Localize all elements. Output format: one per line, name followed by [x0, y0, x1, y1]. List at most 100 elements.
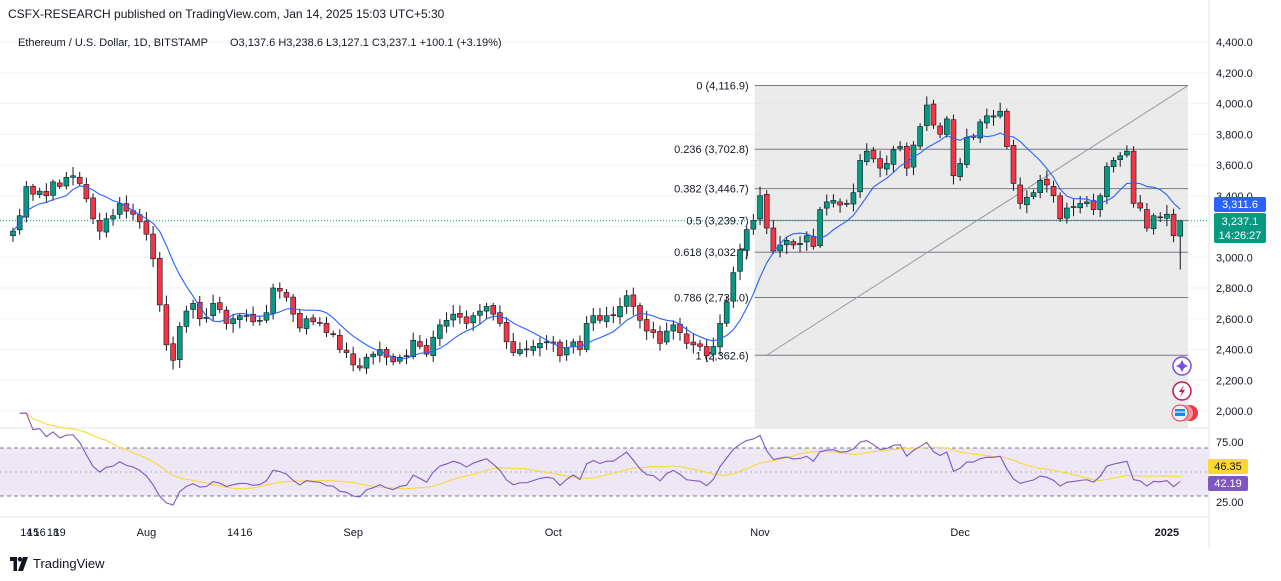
publisher-line: CSFX-RESEARCH published on TradingView.c… — [8, 7, 445, 21]
candle-body — [490, 305, 497, 315]
candle-body — [370, 353, 376, 358]
fib-level-label: 1 (2,362.6) — [696, 350, 749, 362]
time-tick-label: Aug — [137, 527, 157, 539]
price-badge-value: 3,237.1 — [1222, 216, 1259, 228]
candle-body — [497, 312, 503, 324]
time-tick-label: 18 — [47, 527, 59, 539]
candle-body — [997, 110, 1003, 117]
candle-body — [737, 249, 743, 272]
candle-body — [663, 330, 670, 343]
candle-body — [297, 312, 303, 329]
time-tick-label: Dec — [950, 527, 970, 539]
time-axis[interactable]: 15 Aug 19 Sep 16 Oct 14 Nov 18 Dec 16 2025 14 — [0, 516, 1209, 539]
candle-body — [236, 315, 243, 320]
candle-body — [390, 356, 396, 363]
candle-body — [1004, 110, 1010, 147]
fib-level-label: 0 (4,116.9) — [696, 81, 748, 93]
footer-brand[interactable]: TradingView — [33, 556, 105, 571]
candle-body — [397, 356, 403, 362]
candle-body — [163, 304, 170, 346]
candle-body — [817, 209, 823, 246]
candle-body — [1084, 201, 1090, 204]
candle-body — [757, 195, 763, 220]
candle-body — [470, 315, 477, 324]
fib-level-label: 0.236 (3,702.8) — [674, 144, 749, 156]
candle-body — [1070, 206, 1077, 208]
candle-body — [110, 215, 116, 220]
candle-body — [1144, 209, 1150, 229]
candle-body — [1170, 213, 1177, 237]
rsi-badge-value: 42.19 — [1214, 478, 1242, 490]
candle-body — [290, 296, 296, 315]
candle-body — [823, 201, 830, 209]
ma-badge-value: 3,311.6 — [1222, 199, 1258, 211]
candle-body — [250, 313, 256, 323]
candle-body — [650, 329, 657, 333]
price-pane[interactable]: 0 (4,116.9) 0.236 (3,702.8) 0.382 (3,446.7… — [0, 37, 1209, 429]
candle-body — [790, 241, 797, 246]
candle-body — [210, 303, 216, 317]
legend-symbol[interactable]: Ethereum / U.S. Dollar, 1D, BITSTAMP — [18, 37, 208, 49]
candle-body — [363, 356, 370, 369]
candle-body — [703, 346, 710, 356]
candle-body — [923, 104, 930, 126]
candle-body — [243, 315, 250, 317]
candle-body — [1057, 195, 1063, 220]
candle-body — [870, 150, 877, 160]
candle-body — [843, 203, 850, 205]
candle-body — [950, 119, 957, 177]
candle-body — [156, 257, 163, 306]
candle-body — [630, 294, 637, 307]
candle-body — [617, 306, 623, 318]
candle-body — [1037, 180, 1043, 193]
price-tick-label: 3,000.0 — [1216, 252, 1253, 264]
time-tick-label: 16 — [34, 527, 46, 539]
candle-body — [523, 348, 530, 351]
time-tick-label: Nov — [750, 527, 770, 539]
candle-body — [96, 220, 103, 232]
candle-body — [803, 235, 810, 243]
candle-body — [657, 331, 663, 344]
spark-icon[interactable] — [1172, 356, 1192, 376]
price-tick-label: 4,000.0 — [1216, 99, 1253, 111]
candle-body — [717, 323, 723, 348]
rsi-pane[interactable] — [0, 412, 1209, 506]
candle-body — [56, 182, 63, 187]
lightning-icon[interactable] — [1172, 381, 1192, 401]
candle-body — [276, 287, 283, 292]
candle-body — [937, 125, 943, 135]
candle-body — [710, 346, 717, 355]
rsi-axis[interactable]: 75.00 25.00 — [1216, 437, 1244, 509]
candle-body — [330, 333, 336, 335]
candle-body — [877, 158, 883, 169]
candle-body — [303, 318, 310, 329]
fibonacci-retracement[interactable]: 0 (4,116.9) 0.236 (3,702.8) 0.382 (3,446.7… — [674, 81, 1189, 429]
price-tick-label: 2,200.0 — [1216, 375, 1253, 387]
candle-body — [1110, 160, 1117, 167]
footer[interactable]: TradingView — [10, 556, 105, 571]
candle-body — [143, 220, 150, 235]
price-tick-label: 4,200.0 — [1216, 68, 1253, 80]
candle-body — [690, 341, 697, 346]
candle-body — [837, 201, 843, 206]
price-tick-label: 2,600.0 — [1216, 314, 1253, 326]
candle-body — [357, 365, 363, 369]
time-tick-label: Oct — [545, 527, 562, 539]
candle-body — [863, 150, 870, 163]
candle-body — [450, 313, 457, 321]
fib-level-label: 0.786 (2,738.0) — [674, 293, 749, 305]
candle-body — [1050, 186, 1057, 197]
candle-body — [830, 200, 837, 204]
flags-icon[interactable] — [1171, 404, 1198, 422]
candle-body — [63, 177, 70, 187]
candle-body — [337, 335, 343, 350]
candle-body — [1017, 184, 1023, 204]
candle-body — [1024, 196, 1030, 206]
tradingview-logo-icon — [10, 556, 28, 571]
candle-body — [910, 144, 917, 168]
candle-body — [30, 186, 36, 195]
candle-body — [216, 302, 223, 310]
price-tick-label: 3,600.0 — [1216, 160, 1253, 172]
candle-body — [890, 149, 897, 165]
